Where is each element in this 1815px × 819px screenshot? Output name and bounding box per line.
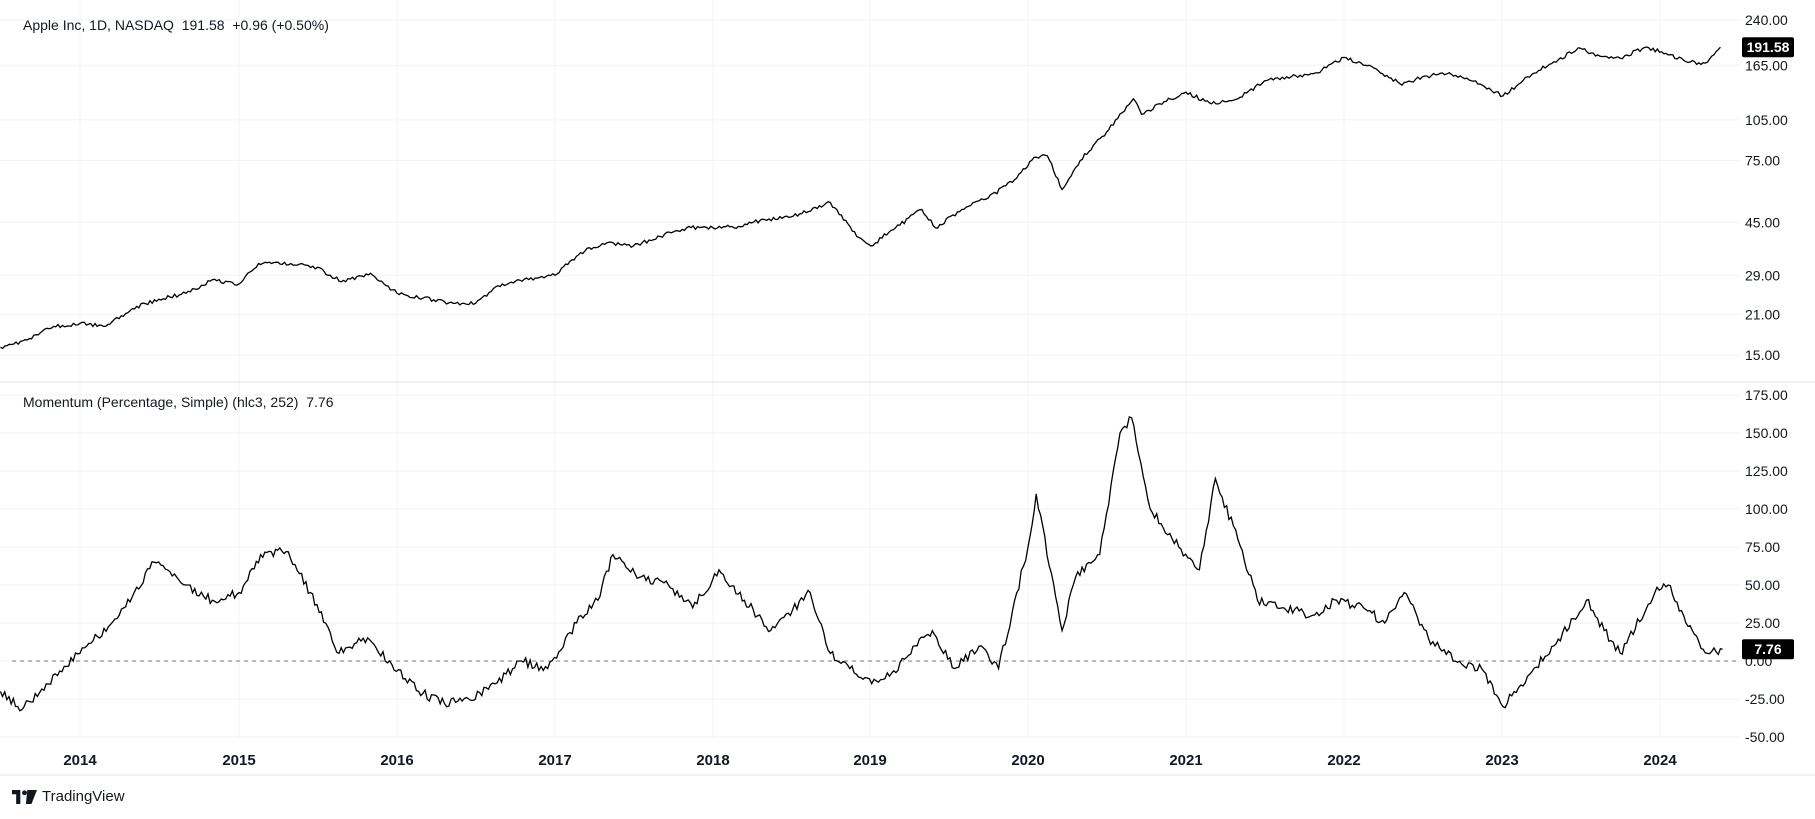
indicator-legend[interactable]: Momentum (Percentage, Simple) (hlc3, 252… [23,394,333,410]
last-value-badges: 191.58 7.76 [1742,37,1794,660]
symbol-price-change: +0.96 (+0.50%) [232,17,329,33]
price-axis-tick-label: 105.00 [1745,112,1788,128]
momentum-series-line [0,416,1723,712]
time-axis-label: 2019 [853,752,886,769]
momentum-last-value-badge-text: 7.76 [1754,641,1781,657]
time-axis-label: 2018 [696,752,729,769]
price-axis-tick-label: 165.00 [1745,57,1788,73]
momentum-axis-tick-label: -25.00 [1745,691,1785,707]
momentum-axis-tick-label: 150.00 [1745,425,1788,441]
price-last-value-badge-text: 191.58 [1747,39,1790,55]
indicator-last-value: 7.76 [306,394,334,410]
time-axis-label: 2021 [1169,752,1202,769]
price-axis[interactable]: 240.00 165.00 105.00 75.00 45.00 29.00 21.00 15… [1745,12,1788,363]
symbol-legend[interactable]: Apple Inc, 1D, NASDAQ 191.58 +0.96 (+0.5… [23,17,329,33]
momentum-axis-tick-label: 75.00 [1745,539,1780,555]
time-axis-label: 2024 [1643,752,1677,769]
grid-lines [0,0,1815,776]
symbol-legend-title: Apple Inc, 1D, NASDAQ [23,17,174,33]
price-last-value-badge-background [1742,37,1794,58]
time-axis-label: 2020 [1011,752,1044,769]
price-axis-tick-label: 75.00 [1745,153,1780,169]
time-axis-label: 2014 [63,752,97,769]
momentum-axis[interactable]: 175.00150.00125.00100.0075.0050.0025.000… [1745,387,1788,745]
momentum-axis-tick-label: 50.00 [1745,577,1780,593]
price-series-line [0,46,1721,350]
price-axis-tick-label: 240.00 [1745,12,1788,28]
time-axis-label: 2017 [538,752,571,769]
momentum-axis-tick-label: -50.00 [1745,729,1785,745]
logo-text: TradingView [42,788,125,805]
price-axis-tick-label: 29.00 [1745,267,1780,283]
tradingview-logo-icon [12,789,37,804]
price-axis-tick-label: 21.00 [1745,306,1780,322]
momentum-axis-tick-label: 100.00 [1745,501,1788,517]
momentum-axis-tick-label: 25.00 [1745,615,1780,631]
time-axis-label: 2023 [1485,752,1518,769]
momentum-last-value-badge-background [1742,639,1794,660]
tradingview-logo[interactable]: TradingView [12,788,125,805]
momentum-axis-tick-label: 125.00 [1745,463,1788,479]
momentum-axis-tick-label: 175.00 [1745,387,1788,403]
time-axis[interactable]: 2014 2015 2016 2017 2018 2019 2020 2021 2022 2023… [63,752,1677,769]
time-axis-label: 2022 [1327,752,1360,769]
indicator-legend-title: Momentum (Percentage, Simple) (hlc3, 252… [23,394,299,410]
price-axis-tick-label: 45.00 [1745,214,1780,230]
symbol-last-price: 191.58 [181,17,225,33]
time-axis-label: 2016 [380,752,413,769]
time-axis-label: 2015 [222,752,255,769]
price-axis-tick-label: 15.00 [1745,347,1780,363]
